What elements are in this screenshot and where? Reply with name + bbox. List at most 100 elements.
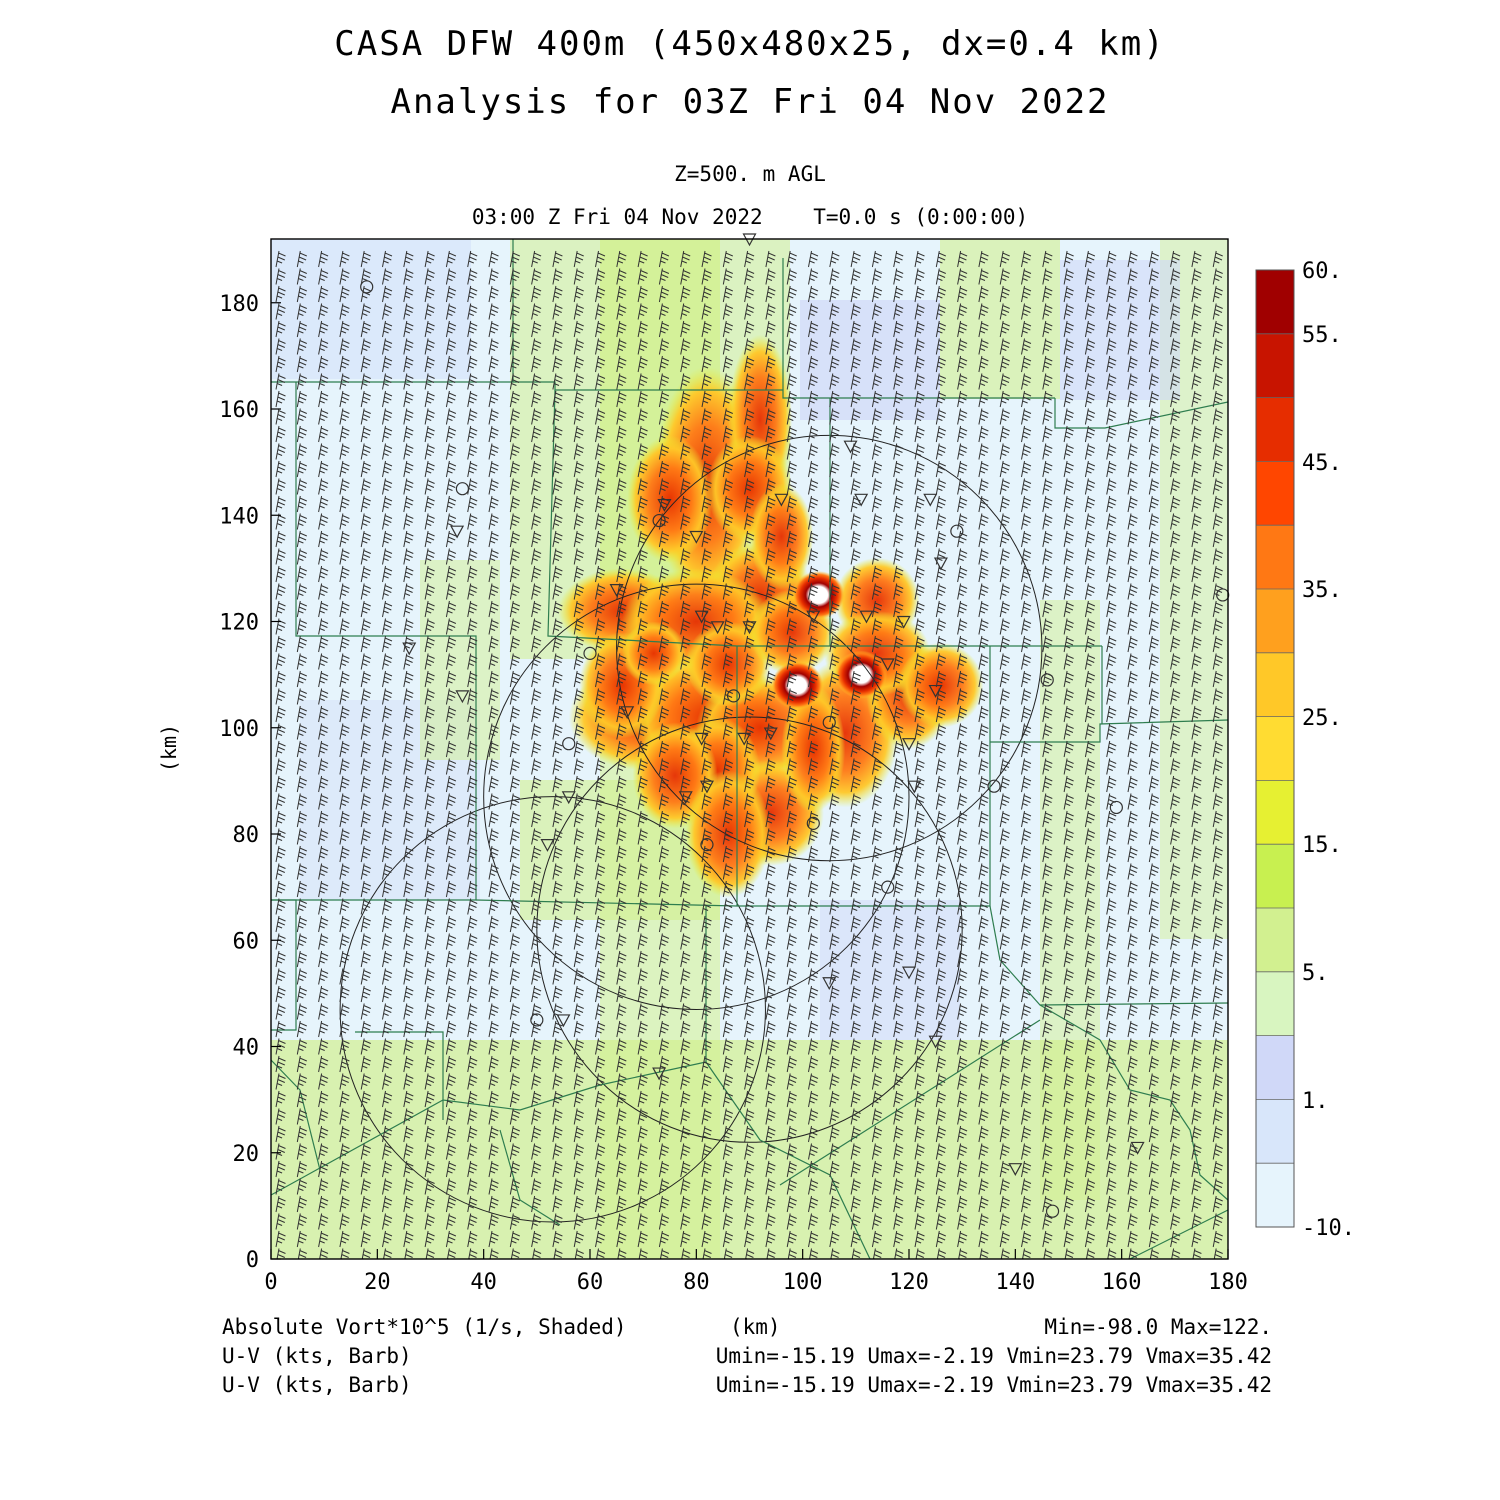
- wind-barb: [509, 583, 520, 600]
- wind-barb: [978, 460, 989, 478]
- wind-barb: [935, 1020, 946, 1038]
- wind-barb: [1063, 495, 1074, 513]
- wind-barb: [744, 1143, 755, 1160]
- wind-barb: [339, 810, 350, 828]
- wind-barb: [509, 670, 520, 688]
- wind-barb: [935, 1055, 946, 1073]
- wind-barb: [1042, 425, 1053, 443]
- wind-barb: [509, 303, 520, 320]
- colorbar-swatch: [1256, 525, 1294, 590]
- wind-barb: [999, 705, 1010, 723]
- station-triangle: [880, 658, 895, 672]
- wind-barb: [1106, 950, 1117, 968]
- wind-barb: [1084, 338, 1096, 355]
- wind-barb: [339, 565, 350, 583]
- wind-barb: [850, 1125, 861, 1143]
- wind-barb: [616, 390, 627, 408]
- wind-barb: [850, 758, 861, 775]
- colorbar-swatch: [1256, 780, 1294, 845]
- wind-barb: [552, 1143, 563, 1160]
- wind-barb: [1106, 303, 1117, 320]
- wind-barb: [744, 670, 755, 688]
- wind-barb: [318, 320, 329, 338]
- y-tick-label: 0: [246, 1248, 259, 1273]
- wind-barb: [1021, 408, 1032, 425]
- wind-barb: [1127, 1160, 1138, 1178]
- wind-barb: [403, 793, 414, 810]
- wind-barb: [680, 1073, 691, 1090]
- wind-barb: [658, 1020, 670, 1038]
- wind-barb: [360, 338, 371, 355]
- wind-barb: [1212, 320, 1223, 338]
- wind-barb: [637, 1003, 648, 1020]
- wind-barb: [722, 1090, 733, 1108]
- wind-barb: [1212, 1213, 1223, 1230]
- wind-barb: [382, 1125, 393, 1143]
- wind-barb: [808, 985, 819, 1003]
- wind-barb: [894, 1248, 904, 1259]
- wind-barb: [382, 740, 393, 758]
- wind-barb: [701, 495, 712, 513]
- wind-barb: [658, 303, 670, 320]
- wind-barb: [531, 723, 542, 740]
- wind-barb: [573, 250, 584, 268]
- wind-barb: [1127, 670, 1138, 688]
- wind-barb: [871, 635, 883, 653]
- wind-barb: [1084, 863, 1096, 880]
- y-tick-label: 40: [233, 1036, 260, 1061]
- wind-barb: [786, 338, 797, 355]
- wind-barb: [1063, 688, 1074, 705]
- wind-barb: [808, 1230, 819, 1248]
- wind-barb: [829, 303, 840, 320]
- wind-barb: [978, 1020, 989, 1038]
- wind-barb: [1148, 933, 1159, 950]
- wind-barb: [552, 390, 563, 408]
- wind-barb: [509, 618, 520, 635]
- wind-barb: [1148, 1003, 1159, 1020]
- wind-barb: [1042, 705, 1053, 723]
- wind-barb: [296, 670, 307, 688]
- wind-barb: [744, 460, 755, 478]
- wind-barb: [893, 635, 904, 653]
- wind-barb: [403, 915, 414, 933]
- wind-barb: [1170, 600, 1181, 618]
- level-label: Z=500. m AGL: [674, 162, 826, 186]
- wind-barb: [1191, 688, 1202, 705]
- wind-barb: [318, 548, 329, 565]
- wind-barb: [871, 390, 883, 408]
- y-tick-label: 100: [219, 717, 259, 742]
- wind-barb: [1212, 670, 1223, 688]
- wind-barb: [1084, 950, 1096, 968]
- wind-barb: [765, 1178, 776, 1195]
- wind-barb: [1212, 408, 1223, 425]
- wind-barb: [296, 758, 307, 775]
- wind-barb: [552, 1125, 563, 1143]
- wind-barb: [1127, 1073, 1138, 1090]
- wind-barb: [424, 740, 435, 758]
- wind-barb: [424, 250, 435, 268]
- wind-barb: [275, 810, 286, 828]
- wind-barb: [509, 600, 520, 618]
- wind-barb: [999, 583, 1010, 600]
- wind-barb: [531, 705, 542, 723]
- wind-barb: [531, 1213, 542, 1230]
- station-triangle: [609, 584, 624, 597]
- wind-barb: [360, 705, 371, 723]
- wind-barb: [765, 723, 776, 740]
- wind-barb: [573, 338, 584, 355]
- wind-barb: [829, 373, 840, 390]
- wind-barb: [382, 1195, 393, 1213]
- wind-barb: [1084, 303, 1096, 320]
- wind-barb: [850, 618, 861, 635]
- wind-barb: [658, 320, 670, 338]
- wind-barb: [680, 1230, 691, 1248]
- wind-barb: [339, 1230, 350, 1248]
- wind-barb: [701, 1055, 712, 1073]
- wind-barb: [360, 618, 371, 635]
- wind-barb: [744, 548, 755, 565]
- wind-barb: [765, 268, 776, 285]
- wind-barb: [893, 338, 904, 355]
- wind-barb: [467, 1055, 478, 1073]
- wind-barb: [1191, 390, 1202, 408]
- wind-barb: [467, 1160, 478, 1178]
